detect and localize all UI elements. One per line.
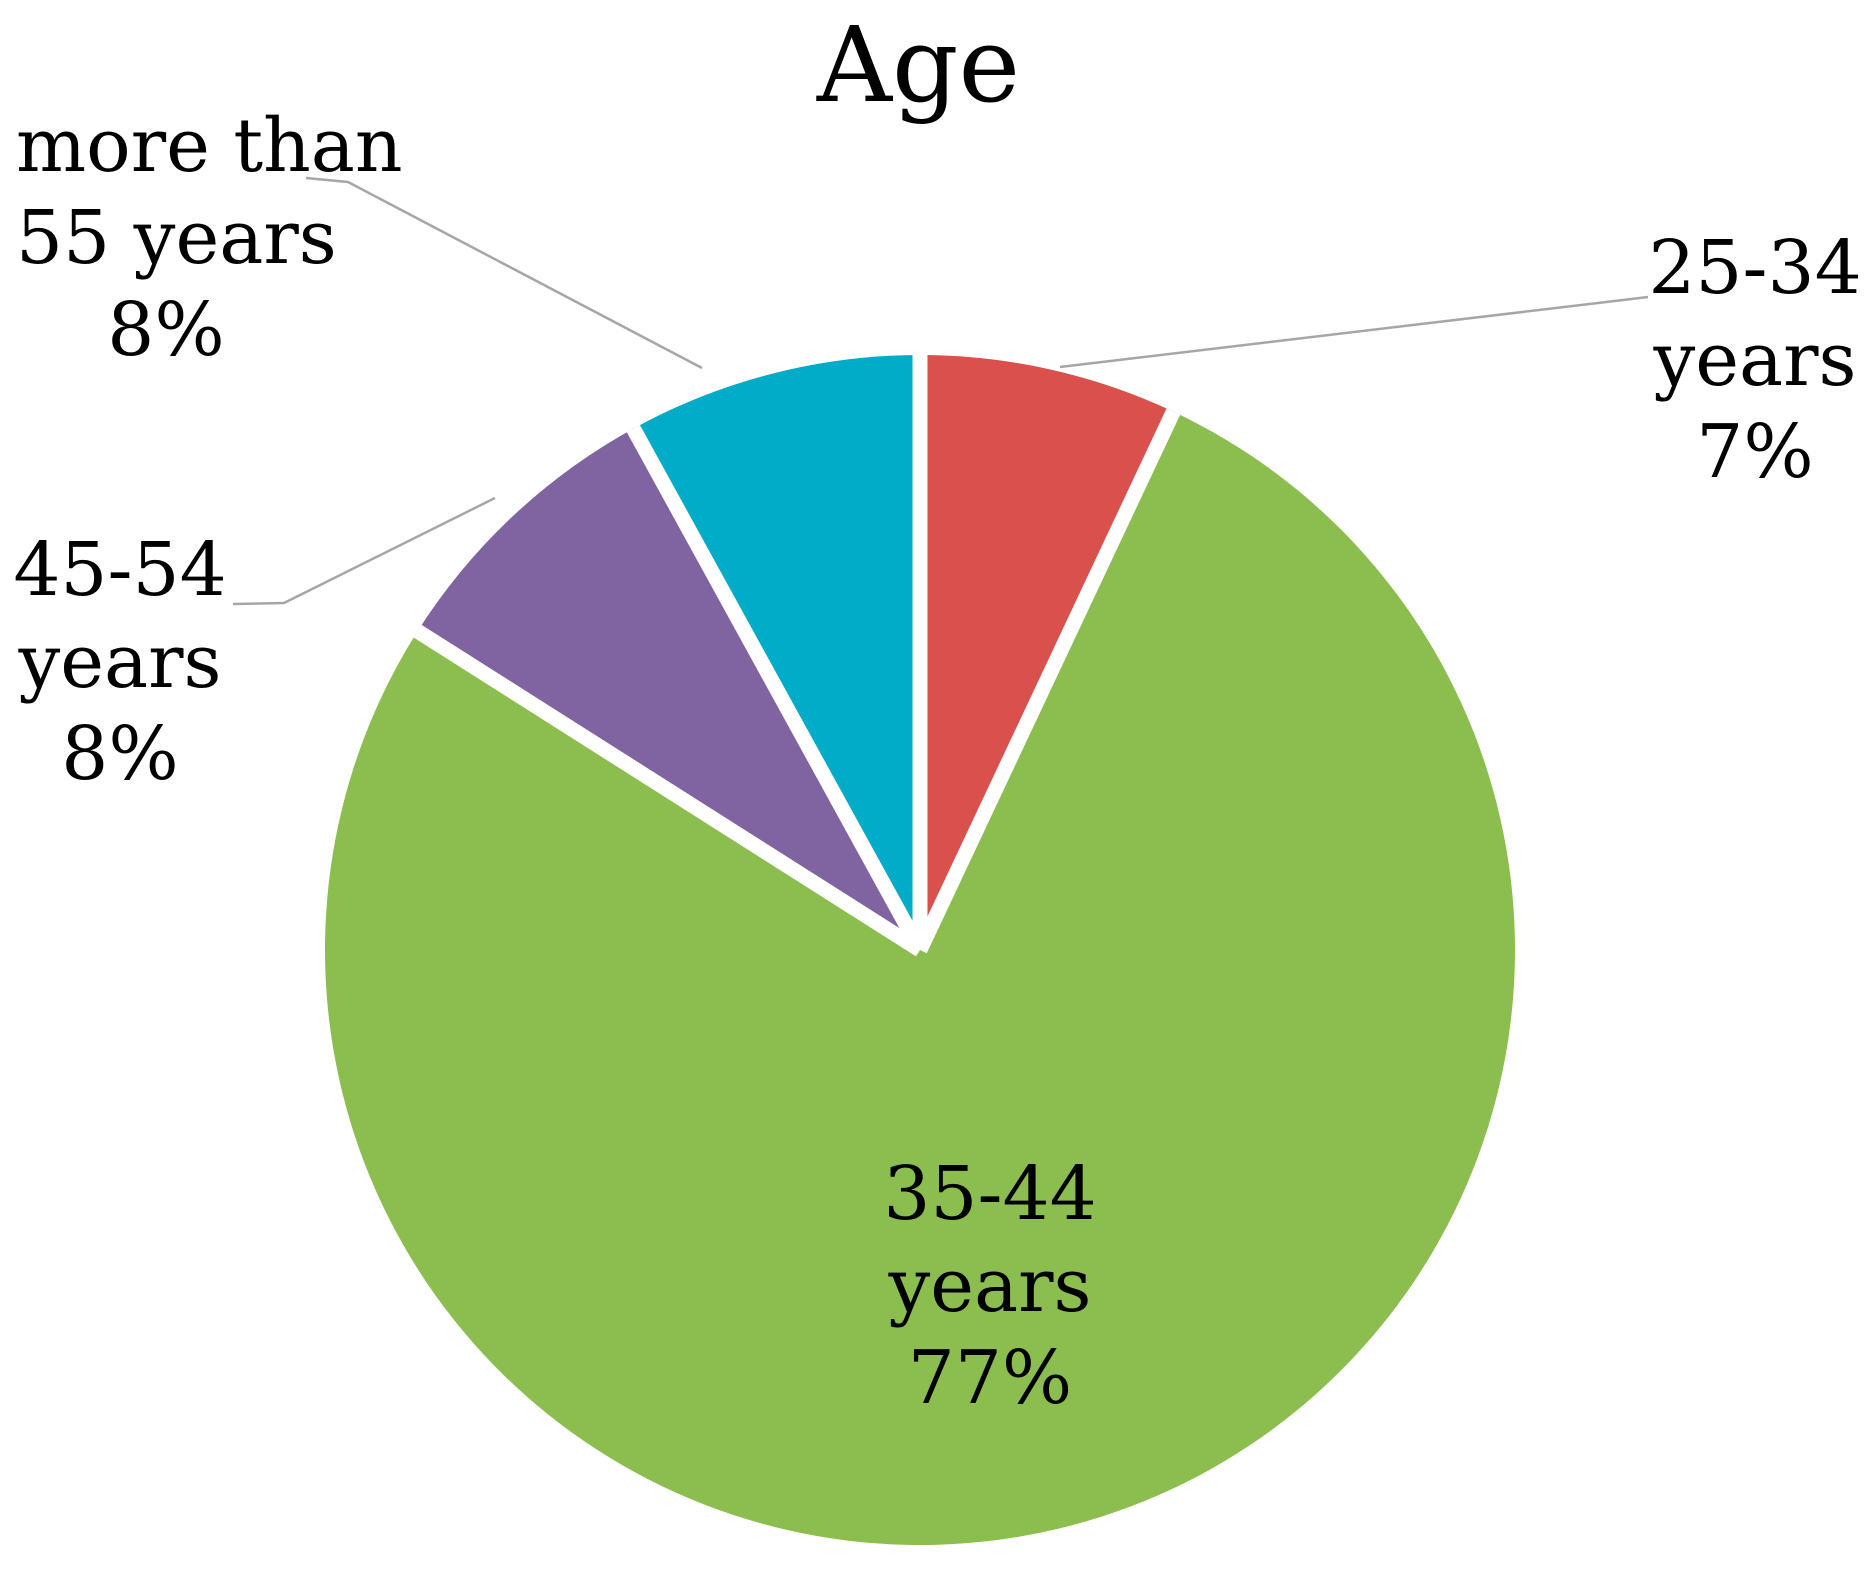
label-line: 8%: [61, 711, 179, 797]
pie-slice-more-than-55-years: [633, 355, 920, 950]
label-line: 77%: [907, 1335, 1073, 1421]
slice-separator: [626, 424, 927, 954]
label-line: years: [1653, 317, 1857, 403]
pie-slice-45-54-years: [417, 428, 920, 950]
label-45-54-years: 45-54 years 8%: [0, 524, 240, 800]
leader-line-45-54-years: [232, 496, 496, 606]
chart-title: Age: [816, 4, 1021, 126]
label-line: 8%: [107, 287, 225, 373]
leader-line-more-than-55-years: [305, 176, 703, 370]
leader-line-25-34-years: [1059, 295, 1649, 369]
label-line: 45-54: [13, 527, 227, 613]
label-35-44-years: 35-44 years 77%: [855, 1148, 1125, 1424]
slice-separator: [413, 624, 925, 957]
slice-separator: [913, 408, 1181, 954]
pie-slice-35-44-years: [324, 411, 1515, 1545]
label-line: 7%: [1696, 409, 1814, 495]
label-line: 25-34: [1648, 225, 1862, 311]
label-line: 35-44: [883, 1151, 1097, 1237]
label-line: 55 years: [16, 195, 337, 281]
label-line: years: [18, 619, 222, 705]
label-line: years: [888, 1243, 1092, 1329]
label-more-than-55-years: more than 55 years 8%: [16, 100, 403, 376]
label-25-34-years: 25-34 years 7%: [1630, 222, 1875, 498]
label-line: more than: [16, 103, 403, 189]
